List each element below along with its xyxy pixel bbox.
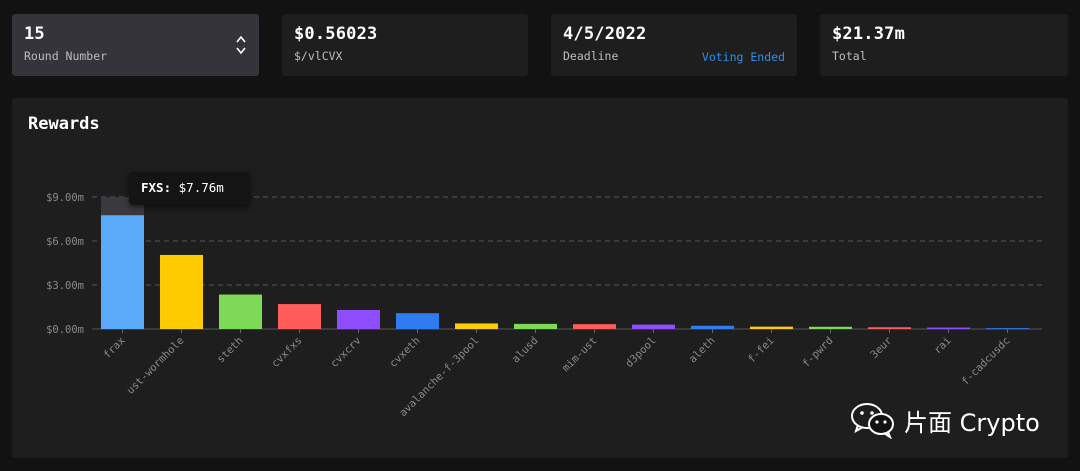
round-number: 15	[24, 24, 45, 44]
bar-d3pool[interactable]	[632, 324, 675, 329]
voting-status: Voting Ended	[701, 50, 785, 64]
bar-frax-fxs[interactable]	[101, 215, 144, 329]
bar-alusd[interactable]	[514, 323, 557, 329]
total-value: $21.37m	[832, 24, 906, 44]
bar-steth[interactable]	[219, 294, 262, 329]
round-number-label: Round Number	[24, 49, 108, 63]
bar-cvxeth[interactable]	[396, 313, 439, 329]
chart-title: Rewards	[28, 114, 100, 134]
price-card: $0.56023 $/vlCVX	[282, 14, 528, 76]
bar-f-cadcusdc[interactable]	[986, 328, 1029, 330]
x-tick-label: cvxcrv	[328, 335, 363, 370]
watermark: 片面 Crypto	[850, 400, 1040, 440]
watermark-text: 片面 Crypto	[904, 408, 1040, 437]
x-tick-label: steth	[215, 335, 246, 366]
total-label: Total	[832, 49, 867, 63]
chevron-up-down-icon[interactable]	[235, 34, 247, 56]
bar-f-fei[interactable]	[750, 326, 793, 329]
y-tick-label: $0.00m	[46, 324, 84, 336]
bar-ust-wormhole[interactable]	[160, 254, 203, 329]
bar-f-pwrd[interactable]	[809, 326, 852, 329]
round-selector[interactable]: 15 Round Number	[12, 14, 259, 76]
deadline-value: 4/5/2022	[563, 24, 647, 44]
total-card: $21.37m Total	[820, 14, 1068, 76]
tooltip-label: FXS:	[141, 180, 172, 195]
x-tick-label: alusd	[510, 335, 541, 366]
wechat-icon	[851, 403, 894, 439]
bar-3eur[interactable]	[868, 327, 911, 329]
x-tick-label: cvxeth	[387, 335, 422, 370]
x-tick-label: f-cadcusdc	[959, 335, 1012, 388]
bar-cvxcrv[interactable]	[337, 309, 380, 329]
x-tick-label: cvxfxs	[269, 335, 304, 370]
x-tick-label: f-fei	[746, 335, 777, 366]
x-tick-label: ust-wormhole	[124, 335, 186, 397]
price-label: $/vlCVX	[294, 49, 343, 63]
price-value: $0.56023	[294, 24, 378, 44]
x-tick-label: 3eur	[868, 335, 894, 361]
chart-tooltip: FXS: $7.76m	[129, 172, 250, 205]
bar-aleth[interactable]	[691, 325, 734, 329]
x-tick-label: aleth	[687, 335, 718, 366]
tooltip-value: $7.76m	[178, 180, 224, 195]
x-tick-label: f-pwrd	[800, 335, 835, 370]
bar-rai[interactable]	[927, 327, 970, 329]
bar-avalanche-f-3pool[interactable]	[455, 323, 498, 329]
bar-mim-ust[interactable]	[573, 324, 616, 329]
x-tick-label: rai	[932, 335, 954, 357]
y-tick-label: $3.00m	[46, 280, 84, 292]
y-tick-label: $6.00m	[46, 236, 84, 248]
x-tick-label: d3pool	[623, 335, 658, 370]
deadline-card: 4/5/2022 Deadline Voting Ended	[551, 14, 797, 76]
y-tick-label: $9.00m	[46, 192, 84, 204]
deadline-label: Deadline	[563, 49, 619, 63]
bar-cvxfxs[interactable]	[278, 304, 321, 329]
x-tick-label: mim-ust	[560, 335, 600, 375]
x-tick-label: frax	[101, 335, 127, 361]
